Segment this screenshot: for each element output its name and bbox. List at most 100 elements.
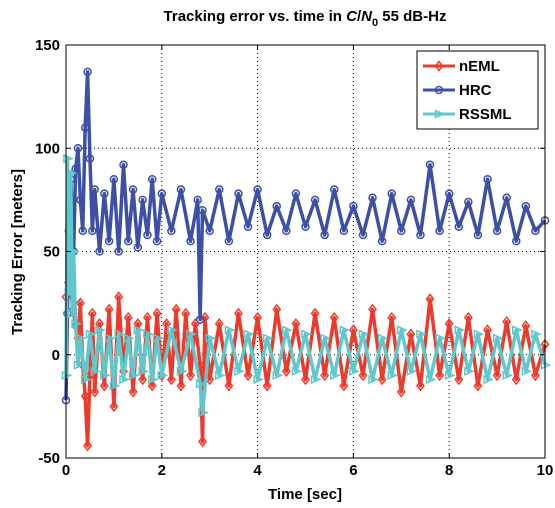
data-point-neml [214,318,224,330]
data-point-hrc [435,226,444,236]
y-tick-label: 50 [43,244,60,261]
data-point-rssml [100,370,111,381]
data-point-neml [435,369,445,382]
title-c: C [346,8,358,25]
data-point-hrc [377,236,387,246]
data-point-hrc [521,201,531,211]
data-point-rssml [147,374,159,385]
data-point-rssml [272,370,284,381]
data-point-neml [109,400,119,413]
x-tick-label: 0 [62,462,70,479]
data-point-rssml [119,374,130,385]
data-point-hrc [152,236,162,246]
data-point-hrc [464,197,473,207]
series-line-hrc [64,70,547,401]
data-point-neml [473,380,483,392]
data-point-neml [186,369,195,382]
data-point-neml [138,373,148,386]
data-point-hrc [95,247,104,256]
data-point-neml [425,293,435,305]
data-point-neml [171,303,181,316]
data-point-neml [339,380,349,392]
data-point-hrc [198,205,207,215]
data-point-hrc [85,154,95,163]
data-point-rssml [234,366,245,376]
legend: nEML HRC RSSML [416,50,539,130]
data-point-rssml [291,366,303,376]
data-point-rssml [368,374,379,385]
data-point-rssml [138,366,150,376]
data-point-hrc [349,201,358,211]
data-point-rssml [282,325,293,335]
x-tick-label: 6 [349,462,357,479]
data-point-rssml [397,325,408,335]
data-point-rssml [358,329,370,339]
data-point-rssml [243,329,255,339]
data-point-hrc [133,243,143,252]
data-point-hrc [119,160,128,170]
data-point-hrc [397,226,406,236]
data-point-hrc [483,174,492,184]
chart-title: Tracking error vs. time in C/N0 55 dB-Hz [164,8,447,29]
data-point-hrc [444,189,454,198]
data-point-neml [253,311,263,324]
data-point-rssml [114,329,126,339]
data-point-hrc [83,67,92,77]
data-point-neml [99,380,109,392]
data-point-neml [396,386,406,398]
data-point-rssml [195,379,207,389]
data-point-rssml [128,370,140,381]
data-point-rssml [198,407,209,418]
x-tick-label: 4 [253,462,262,479]
data-point-rssml [90,366,102,376]
data-point-neml [142,311,152,324]
data-point-hrc [193,195,202,205]
data-point-rssml [339,325,351,335]
data-point-neml [262,380,272,392]
data-point-rssml [205,333,217,343]
data-point-rssml [310,374,322,385]
data-point-hrc [205,226,214,236]
data-point-neml [80,390,90,402]
data-point-hrc [186,236,195,246]
data-point-rssml [483,374,494,385]
data-point-rssml [80,374,92,385]
data-point-hrc [78,226,88,236]
data-point-hrc [109,174,119,184]
data-point-hrc [406,195,416,205]
data-point-rssml [387,370,399,381]
data-point-hrc [215,185,224,194]
data-point-hrc [492,226,502,236]
data-point-hrc [243,222,253,231]
data-point-rssml [425,374,437,385]
legend-entry-hrc: HRC [423,82,492,99]
data-point-rssml [176,366,188,376]
data-point-hrc [253,185,262,194]
data-point-hrc [282,226,291,236]
data-point-neml [416,380,425,392]
data-point-neml [162,318,172,330]
legend-label: RSSML [459,106,512,123]
y-tick-label: 150 [35,37,60,54]
title-suffix: 55 dB-Hz [378,8,446,25]
data-point-rssml [104,333,116,343]
data-point-hrc [128,185,138,194]
data-point-rssml [109,381,121,391]
data-point-rssml [124,333,135,343]
data-point-neml [147,380,157,392]
data-point-hrc [512,236,521,246]
data-point-rssml [63,153,74,164]
y-tick-label: 0 [52,347,60,364]
title-subscript: 0 [372,17,378,29]
data-point-rssml [531,329,542,339]
data-point-rssml [444,370,456,381]
data-point-rssml [167,325,178,335]
data-point-rssml [301,329,312,339]
data-point-rssml [215,370,226,381]
data-point-rssml [262,333,274,343]
data-point-neml [128,386,138,398]
data-point-neml [358,369,368,382]
data-point-neml [310,307,320,320]
data-point-neml [492,369,502,382]
